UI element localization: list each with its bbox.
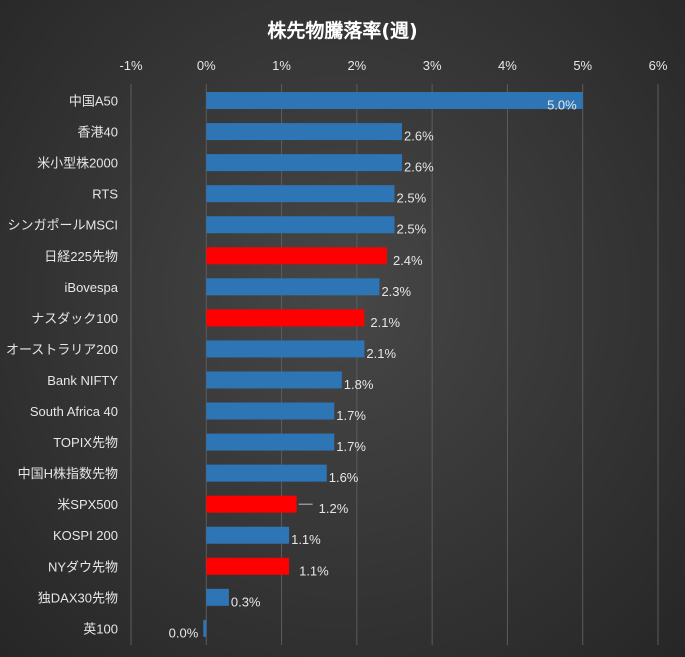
bar (206, 371, 342, 389)
bar (206, 433, 335, 451)
x-tick-label: 1% (272, 58, 291, 73)
category-label: 米SPX500 (57, 497, 118, 512)
category-label: 米小型株2000 (37, 156, 118, 171)
data-label: 2.3% (381, 284, 411, 299)
bar (206, 154, 403, 172)
data-label: 2.4% (393, 253, 423, 268)
data-label: 2.5% (397, 191, 427, 206)
data-label: 1.7% (336, 439, 366, 454)
data-label: 1.2% (319, 501, 349, 516)
x-tick-label: 4% (498, 58, 517, 73)
category-label: iBovespa (65, 280, 119, 295)
x-tick-label: 5% (573, 58, 592, 73)
bar (206, 247, 387, 265)
category-label: 中国A50 (69, 94, 118, 109)
category-label: TOPIX先物 (53, 435, 118, 450)
bar (206, 309, 365, 327)
data-label: 2.1% (366, 346, 396, 361)
bar (206, 123, 403, 141)
x-tick-label: 6% (649, 58, 668, 73)
category-label: シンガポールMSCI (7, 218, 118, 233)
bar (206, 588, 229, 606)
category-label: South Africa 40 (30, 404, 118, 419)
bar (206, 340, 365, 358)
data-label: 2.1% (370, 315, 400, 330)
x-tick-label: 3% (423, 58, 442, 73)
category-label: 香港40 (78, 125, 118, 140)
data-label: 1.8% (344, 377, 374, 392)
category-label: Bank NIFTY (47, 373, 118, 388)
category-label: オーストラリア200 (6, 342, 118, 357)
bar (203, 619, 207, 637)
bar (206, 557, 290, 575)
data-label: 2.6% (404, 160, 434, 175)
x-tick-label: 2% (347, 58, 366, 73)
category-label: 中国H株指数先物 (18, 466, 118, 481)
data-label: 5.0% (547, 98, 577, 113)
bar (206, 216, 395, 234)
data-label: 0.0% (169, 625, 199, 640)
data-label: 0.3% (231, 594, 261, 609)
data-label: 1.7% (336, 408, 366, 423)
category-label: 独DAX30先物 (38, 590, 118, 605)
category-label: 英100 (83, 621, 118, 636)
data-label: 2.5% (397, 222, 427, 237)
data-label: 1.1% (291, 532, 321, 547)
bar (206, 92, 583, 110)
bar (206, 464, 327, 482)
category-label: RTS (92, 187, 118, 202)
bar (206, 526, 290, 544)
data-label: 1.1% (299, 563, 329, 578)
bar (206, 402, 335, 420)
category-label: ナスダック100 (31, 311, 118, 326)
category-label: KOSPI 200 (53, 528, 118, 543)
bar (206, 278, 380, 296)
x-tick-label: 0% (197, 58, 216, 73)
category-label: 日経225先物 (44, 249, 118, 264)
bar (206, 495, 297, 513)
data-label: 1.6% (329, 470, 359, 485)
x-tick-label: -1% (119, 58, 143, 73)
bar (206, 185, 395, 203)
chart-title: 株先物騰落率(週) (267, 20, 418, 42)
category-label: NYダウ先物 (48, 559, 118, 574)
data-label: 2.6% (404, 129, 434, 144)
